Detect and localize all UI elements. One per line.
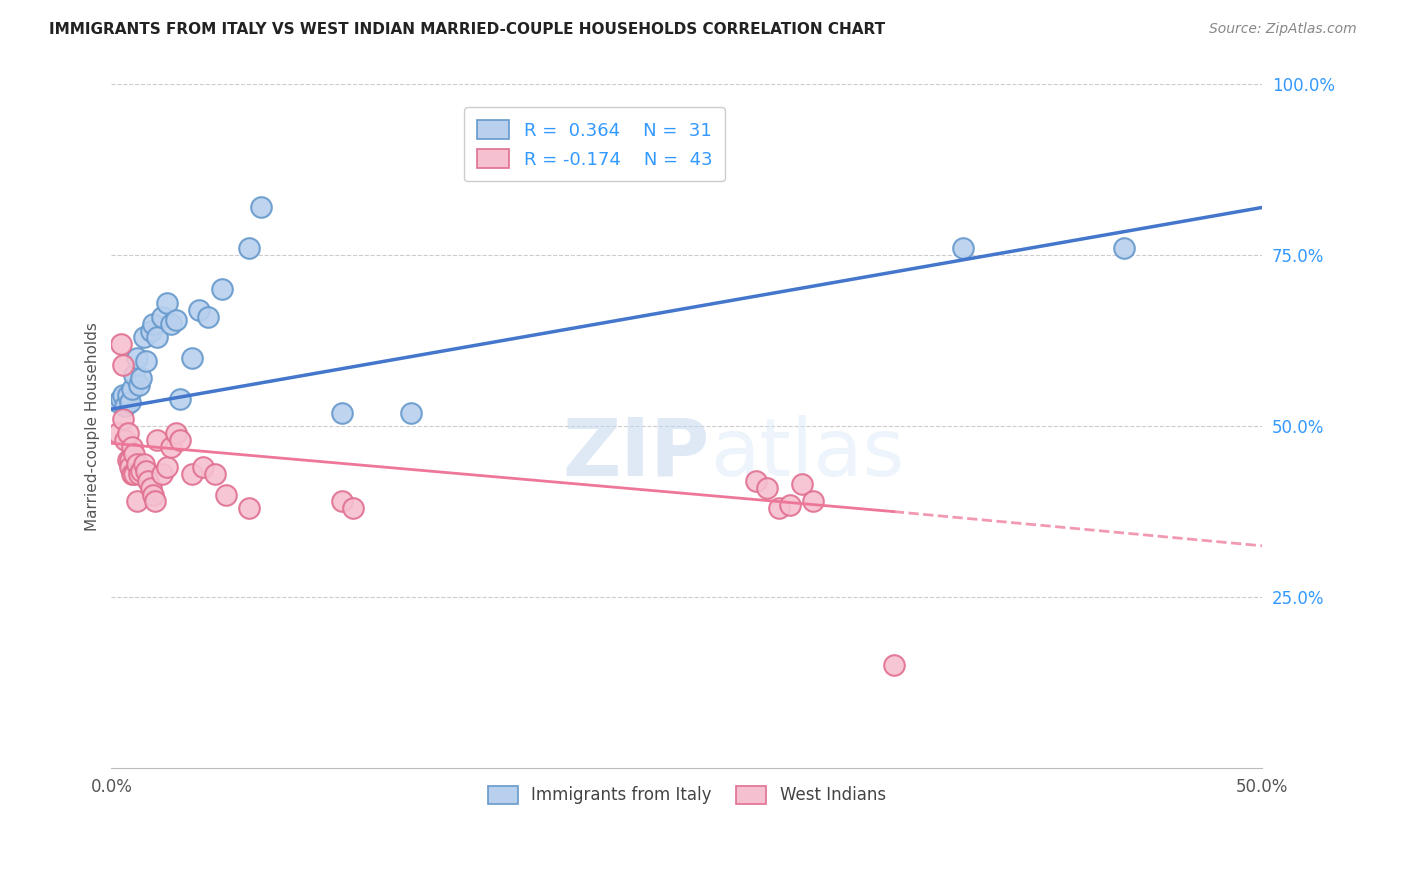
Point: [756, 481, 779, 495]
Point: [160, 440, 183, 454]
Point: [142, 487, 165, 501]
Point: [169, 392, 191, 406]
Point: [238, 242, 260, 256]
Point: [204, 467, 226, 481]
Point: [117, 388, 139, 402]
Point: [330, 494, 353, 508]
Point: [111, 388, 134, 402]
Point: [330, 405, 353, 419]
Point: [125, 457, 148, 471]
Point: [121, 467, 143, 481]
Point: [187, 303, 209, 318]
Point: [399, 405, 422, 419]
Point: [117, 453, 139, 467]
Point: [135, 354, 157, 368]
Point: [146, 433, 169, 447]
Point: [110, 392, 132, 406]
Point: [181, 351, 204, 365]
Point: [801, 494, 824, 508]
Point: [150, 467, 173, 481]
Legend: Immigrants from Italy, West Indians: Immigrants from Italy, West Indians: [478, 776, 896, 814]
Point: [124, 368, 146, 382]
Point: [883, 658, 905, 673]
Point: [790, 477, 813, 491]
Text: ZIP: ZIP: [562, 415, 710, 492]
Point: [118, 453, 141, 467]
Point: [135, 464, 157, 478]
Point: [342, 501, 364, 516]
Text: IMMIGRANTS FROM ITALY VS WEST INDIAN MARRIED-COUPLE HOUSEHOLDS CORRELATION CHART: IMMIGRANTS FROM ITALY VS WEST INDIAN MAR…: [49, 22, 886, 37]
Point: [132, 457, 155, 471]
Point: [128, 467, 150, 481]
Point: [139, 481, 162, 495]
Point: [107, 425, 129, 440]
Point: [118, 460, 141, 475]
Point: [745, 474, 768, 488]
Point: [131, 371, 153, 385]
Point: [250, 201, 273, 215]
Point: [768, 501, 790, 516]
Point: [118, 395, 141, 409]
Point: [121, 382, 143, 396]
Point: [128, 378, 150, 392]
Point: [779, 498, 801, 512]
Point: [125, 351, 148, 365]
Point: [125, 494, 148, 508]
Point: [124, 446, 146, 460]
Point: [952, 242, 974, 256]
Text: Source: ZipAtlas.com: Source: ZipAtlas.com: [1209, 22, 1357, 37]
Point: [114, 399, 136, 413]
Point: [165, 425, 187, 440]
Point: [181, 467, 204, 481]
Point: [111, 412, 134, 426]
Point: [238, 501, 260, 516]
Point: [156, 296, 179, 310]
Point: [142, 317, 165, 331]
Point: [114, 433, 136, 447]
Point: [111, 358, 134, 372]
Y-axis label: Married-couple Households: Married-couple Households: [86, 322, 100, 531]
Point: [121, 440, 143, 454]
Point: [136, 474, 159, 488]
Point: [124, 467, 146, 481]
Point: [139, 324, 162, 338]
Point: [146, 330, 169, 344]
Point: [193, 460, 215, 475]
Point: [143, 494, 166, 508]
Point: [165, 313, 187, 327]
Point: [117, 425, 139, 440]
Point: [150, 310, 173, 324]
Point: [156, 460, 179, 475]
Point: [1112, 242, 1135, 256]
Point: [169, 433, 191, 447]
Point: [107, 395, 129, 409]
Point: [197, 310, 219, 324]
Point: [215, 487, 238, 501]
Point: [132, 330, 155, 344]
Point: [131, 464, 153, 478]
Point: [110, 337, 132, 351]
Point: [160, 317, 183, 331]
Point: [211, 283, 233, 297]
Text: atlas: atlas: [710, 415, 904, 492]
